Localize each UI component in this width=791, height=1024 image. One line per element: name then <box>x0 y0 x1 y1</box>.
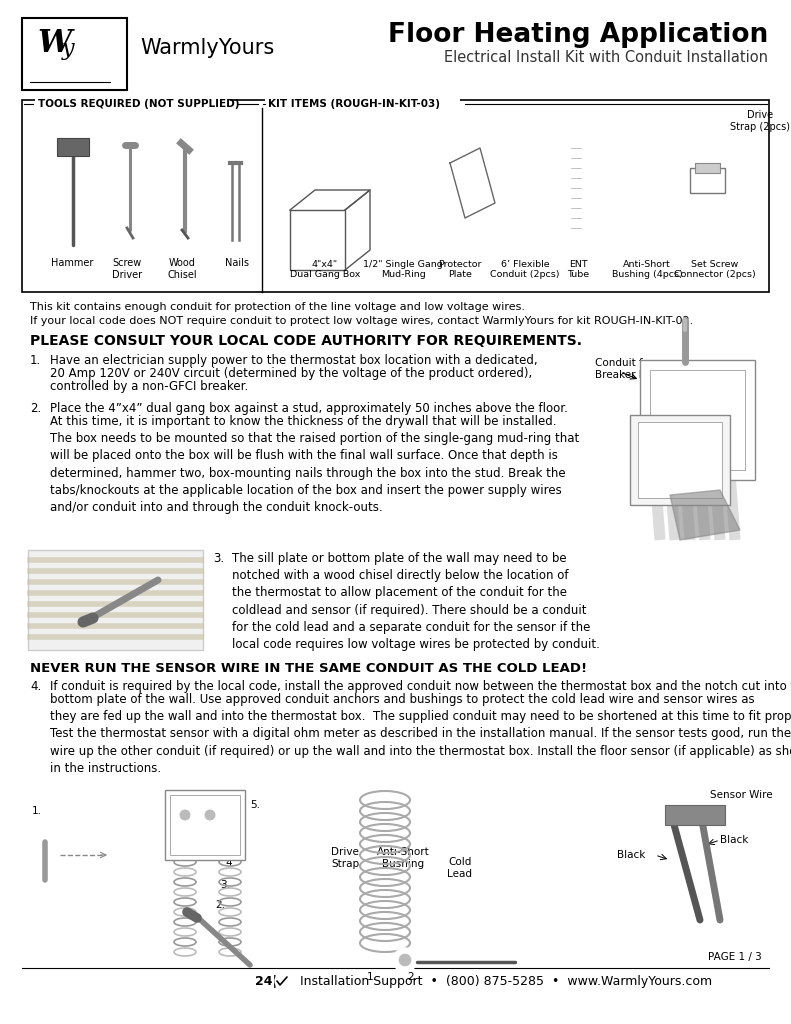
Text: y: y <box>62 38 74 60</box>
Bar <box>35 99 230 113</box>
Bar <box>695 163 720 173</box>
Text: Electrical Install Kit with Conduit Installation: Electrical Install Kit with Conduit Inst… <box>444 50 768 65</box>
Circle shape <box>663 408 677 422</box>
Bar <box>22 100 769 292</box>
Circle shape <box>180 810 190 820</box>
Text: At this time, it is important to know the thickness of the drywall that will be : At this time, it is important to know th… <box>50 415 579 514</box>
Text: PLEASE CONSULT YOUR LOCAL CODE AUTHORITY FOR REQUIREMENTS.: PLEASE CONSULT YOUR LOCAL CODE AUTHORITY… <box>30 334 582 348</box>
Circle shape <box>399 954 411 966</box>
Circle shape <box>696 431 708 443</box>
Text: TOOLS REQUIRED (NOT SUPPLIED): TOOLS REQUIRED (NOT SUPPLIED) <box>38 99 240 109</box>
Text: Black: Black <box>720 835 748 845</box>
Text: Floor Heating Application: Floor Heating Application <box>388 22 768 48</box>
Text: Place the 4”x4” dual gang box against a stud, approximately 50 inches above the : Place the 4”x4” dual gang box against a … <box>50 402 568 415</box>
Text: 2.: 2. <box>30 402 41 415</box>
Circle shape <box>619 154 631 166</box>
Text: Set Screw
Connector (2pcs): Set Screw Connector (2pcs) <box>674 260 756 280</box>
Bar <box>630 415 730 505</box>
Bar <box>650 370 745 470</box>
Text: 3.: 3. <box>213 552 224 565</box>
Circle shape <box>663 383 677 397</box>
Circle shape <box>723 408 737 422</box>
Text: 3.: 3. <box>220 880 230 890</box>
Text: 24|7: 24|7 <box>255 975 286 988</box>
Text: 1.: 1. <box>30 354 41 367</box>
Text: W: W <box>37 28 71 59</box>
Bar <box>401 156 431 200</box>
Text: KIT ITEMS (ROUGH-IN-KIT-03): KIT ITEMS (ROUGH-IN-KIT-03) <box>268 99 440 109</box>
Bar <box>22 18 127 90</box>
Circle shape <box>693 383 707 397</box>
Text: Protector
Plate: Protector Plate <box>438 260 482 280</box>
Text: Have an electrician supply power to the thermostat box location with a dedicated: Have an electrician supply power to the … <box>50 354 538 367</box>
Bar <box>28 550 203 650</box>
Text: 4"x4"
Dual Gang Box: 4"x4" Dual Gang Box <box>290 260 360 280</box>
Bar <box>57 138 89 156</box>
Text: Wood
Chisel: Wood Chisel <box>167 258 197 280</box>
Text: Conduit from
Breaker Box: Conduit from Breaker Box <box>595 358 664 380</box>
Text: 1.: 1. <box>32 806 42 816</box>
Text: 2.: 2. <box>407 972 417 982</box>
Text: Black: Black <box>617 850 645 860</box>
Text: 5.: 5. <box>250 800 260 810</box>
Text: Drive
Strap (2pcs): Drive Strap (2pcs) <box>730 110 790 132</box>
Text: Nails: Nails <box>225 258 249 268</box>
Text: Drive
Strap: Drive Strap <box>331 847 359 868</box>
Polygon shape <box>450 148 495 218</box>
Bar <box>665 805 725 825</box>
Text: ENT
Tube: ENT Tube <box>567 260 589 280</box>
Circle shape <box>674 452 686 464</box>
Text: 4.: 4. <box>30 680 41 693</box>
Circle shape <box>693 408 707 422</box>
Bar <box>571 148 581 238</box>
Text: 20 Amp 120V or 240V circuit (determined by the voltage of the product ordered),: 20 Amp 120V or 240V circuit (determined … <box>50 367 532 380</box>
Text: 1.: 1. <box>367 972 377 982</box>
Text: controlled by a non-GFCI breaker.: controlled by a non-GFCI breaker. <box>50 380 248 393</box>
Circle shape <box>629 189 641 201</box>
Text: Anti-Short
Bushing (4pcs): Anti-Short Bushing (4pcs) <box>611 260 683 280</box>
Circle shape <box>393 948 417 972</box>
Bar <box>170 795 240 855</box>
Circle shape <box>649 199 661 211</box>
Text: 6’ Flexible
Conduit (2pcs): 6’ Flexible Conduit (2pcs) <box>490 260 560 280</box>
Circle shape <box>33 818 57 842</box>
Circle shape <box>275 974 289 988</box>
Circle shape <box>643 193 667 217</box>
Circle shape <box>613 148 637 172</box>
Circle shape <box>633 158 657 182</box>
Circle shape <box>205 810 215 820</box>
Text: PAGE 1 / 3: PAGE 1 / 3 <box>708 952 762 962</box>
Text: bottom plate of the wall. Use approved conduit anchors and bushings to protect t: bottom plate of the wall. Use approved c… <box>50 693 791 775</box>
Text: Screw
Driver: Screw Driver <box>112 258 142 280</box>
Text: This kit contains enough conduit for protection of the line voltage and low volt: This kit contains enough conduit for pro… <box>30 302 525 312</box>
Text: If your local code does NOT require conduit to protect low voltage wires, contac: If your local code does NOT require cond… <box>30 316 693 326</box>
Text: NEVER RUN THE SENSOR WIRE IN THE SAME CONDUIT AS THE COLD LEAD!: NEVER RUN THE SENSOR WIRE IN THE SAME CO… <box>30 662 587 675</box>
Bar <box>690 168 725 193</box>
Text: 2.: 2. <box>215 900 225 910</box>
Circle shape <box>692 188 722 218</box>
Bar <box>638 422 722 498</box>
Text: If conduit is required by the local code, install the approved conduit now betwe: If conduit is required by the local code… <box>50 680 791 693</box>
Text: WarmlyYours: WarmlyYours <box>140 38 274 58</box>
Circle shape <box>639 164 651 176</box>
Text: Installation Support  •  (800) 875-5285  •  www.WarmlyYours.com: Installation Support • (800) 875-5285 • … <box>292 975 712 988</box>
Text: Hammer: Hammer <box>51 258 93 268</box>
Text: Sensor Wire: Sensor Wire <box>710 790 773 800</box>
Bar <box>395 148 437 208</box>
Text: The sill plate or bottom plate of the wall may need to be
notched with a wood ch: The sill plate or bottom plate of the wa… <box>232 552 600 651</box>
Bar <box>640 360 755 480</box>
Text: Anti-Short
Bushing: Anti-Short Bushing <box>377 847 430 868</box>
Text: 1/2" Single Gang
Mud-Ring: 1/2" Single Gang Mud-Ring <box>363 260 443 280</box>
Text: 4.: 4. <box>225 858 235 868</box>
Bar <box>265 99 460 113</box>
Circle shape <box>652 452 664 464</box>
Polygon shape <box>670 490 740 540</box>
Circle shape <box>696 452 708 464</box>
Circle shape <box>623 183 647 207</box>
Circle shape <box>674 431 686 443</box>
Circle shape <box>723 383 737 397</box>
Bar <box>165 790 245 860</box>
Circle shape <box>652 431 664 443</box>
Text: Cold
Lead: Cold Lead <box>448 857 472 879</box>
